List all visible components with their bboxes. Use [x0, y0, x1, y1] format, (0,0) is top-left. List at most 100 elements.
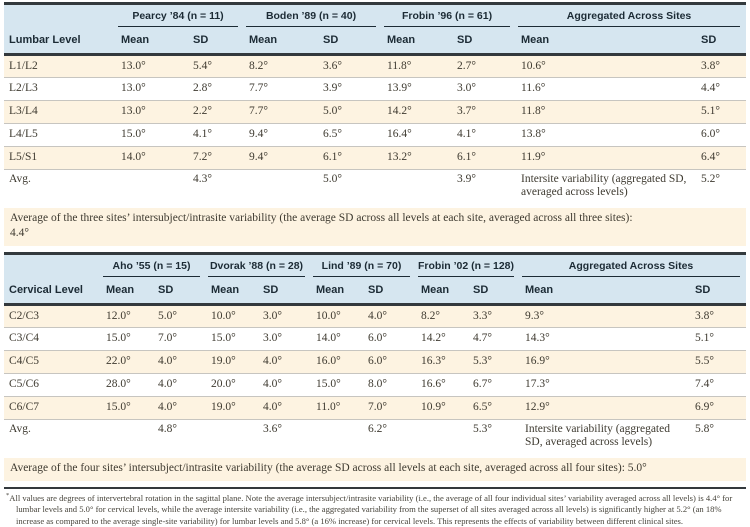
study-group-label: Aggregated Across Sites — [518, 10, 741, 27]
value-cell: 2.8° — [193, 82, 212, 95]
mean-column-header: Mean — [516, 26, 697, 56]
value-cell: 6.0° — [368, 355, 387, 368]
study-group-header: Aho ’55 (n = 15) — [101, 254, 206, 277]
value-cell: 4.0° — [158, 355, 177, 368]
lumbar-table-header: Pearcy ’84 (n = 11) Boden ’89 (n = 40) Fro… — [4, 3, 747, 56]
value-cell: 14.0° — [316, 332, 341, 345]
value-cell: 5.0° — [158, 309, 177, 322]
value-cell: 14.3° — [525, 332, 550, 345]
cervical-variability-note: Average of the four sites’ intersubject/… — [4, 458, 746, 482]
value-cell: 5.0° — [323, 105, 342, 118]
footnote-marker: * — [6, 492, 10, 500]
value-cell: 6.9° — [695, 400, 714, 413]
table-row: L4/L5 15.0° 4.1° 9.4° 6.5° 16.4° 4.1° 13.8° 6.0° — [4, 123, 747, 146]
level-cell: L1/L2 — [9, 59, 38, 72]
value-cell: 3.9° — [323, 82, 342, 95]
value-cell — [311, 419, 363, 454]
lumbar-variability-note: Average of the three sites’ intersubject… — [4, 208, 746, 246]
value-cell: 6.0° — [368, 332, 387, 345]
cervical-table-section: Aho ’55 (n = 15) Dvorak ’88 (n = 28) Lind … — [4, 252, 747, 482]
value-cell: 15.0° — [316, 377, 341, 390]
variability-note-text: Average of the three sites’ intersubject… — [10, 212, 633, 240]
value-cell: 5.1° — [701, 105, 720, 118]
mean-column-header: Mean — [101, 276, 153, 306]
value-cell: 11.6° — [521, 82, 546, 95]
value-cell: 4.8° — [158, 422, 177, 435]
mean-column-header: Mean — [520, 276, 691, 306]
value-cell: 8.2° — [421, 309, 440, 322]
value-cell: 9.4° — [249, 127, 268, 140]
study-group-header: Dvorak ’88 (n = 28) — [206, 254, 311, 277]
mean-column-header: Mean — [416, 276, 468, 306]
value-cell — [382, 169, 452, 204]
value-cell — [416, 419, 468, 454]
value-cell: 5.3° — [473, 355, 492, 368]
mean-column-header: Mean — [206, 276, 258, 306]
value-cell: 22.0° — [106, 355, 131, 368]
value-cell: 5.4° — [193, 59, 212, 72]
study-group-header: Frobin ’96 (n = 61) — [382, 4, 516, 27]
value-cell: 6.4° — [701, 150, 720, 163]
value-cell: 7.0° — [368, 400, 387, 413]
level-cell: C4/C5 — [9, 355, 40, 368]
value-cell: 5.5° — [695, 355, 714, 368]
value-cell: 8.0° — [368, 377, 387, 390]
value-cell: 13.9° — [387, 82, 412, 95]
value-cell: 6.1° — [457, 150, 476, 163]
value-cell: 12.9° — [525, 400, 550, 413]
mean-column-header: Mean — [116, 26, 188, 56]
value-cell: 3.6° — [323, 59, 342, 72]
level-cell: L4/L5 — [9, 127, 38, 140]
value-cell: 4.0° — [158, 377, 177, 390]
level-cell: L5/S1 — [9, 150, 38, 163]
value-cell: 16.6° — [421, 377, 446, 390]
sd-column-header: SD — [153, 276, 206, 306]
value-cell: 4.1° — [457, 127, 476, 140]
table-row: L1/L2 13.0° 5.4° 8.2° 3.6° 11.8° 2.7° 10.6° 3.8° — [4, 54, 747, 78]
value-cell: 5.3° — [473, 422, 492, 435]
value-cell: 19.0° — [211, 355, 236, 368]
value-cell: 8.2° — [249, 59, 268, 72]
mean-column-header: Mean — [382, 26, 453, 56]
value-cell: 13.2° — [387, 150, 412, 163]
value-cell: 15.0° — [211, 332, 236, 345]
value-cell: 7.7° — [249, 105, 268, 118]
value-cell: 10.6° — [521, 59, 546, 72]
value-cell: 15.0° — [106, 332, 131, 345]
value-cell: 4.0° — [263, 377, 282, 390]
level-header-spacer — [4, 4, 116, 27]
value-cell: 14.0° — [121, 150, 146, 163]
value-cell: 14.2° — [421, 332, 446, 345]
table-row: L5/S1 14.0° 7.2° 9.4° 6.1° 13.2° 6.1° 11.9° 6.4° — [4, 146, 747, 170]
value-cell: 10.0° — [316, 309, 341, 322]
value-cell: 3.6° — [263, 422, 282, 435]
value-cell — [101, 419, 153, 454]
value-cell: 11.8° — [387, 59, 412, 72]
mean-column-header: Mean — [244, 26, 319, 56]
study-group-label: Lind ’89 (n = 70) — [313, 260, 410, 277]
value-cell: 13.0° — [121, 105, 146, 118]
level-cell: C5/C6 — [9, 377, 40, 390]
study-group-header-row: Aho ’55 (n = 15) Dvorak ’88 (n = 28) Lind … — [4, 254, 746, 277]
value-cell: 17.3° — [525, 377, 550, 390]
table-row: Avg. 4.8° 3.6° 6.2° 5.3° Intersite variabilit… — [4, 419, 747, 454]
value-cell: 4.0° — [158, 400, 177, 413]
value-cell: 2.7° — [457, 59, 476, 72]
study-group-header-row: Pearcy ’84 (n = 11) Boden ’89 (n = 40) Fro… — [4, 4, 746, 27]
value-cell: 13.0° — [121, 82, 146, 95]
value-cell: 4.4° — [701, 82, 720, 95]
variability-note-text: Average of the four sites’ intersubject/… — [10, 462, 647, 475]
value-cell: 7.0° — [158, 332, 177, 345]
value-cell: 7.2° — [193, 150, 212, 163]
value-cell: 6.2° — [368, 422, 387, 435]
study-group-label: Frobin ’02 (n = 128) — [418, 260, 515, 277]
cervical-data-table: Aho ’55 (n = 15) Dvorak ’88 (n = 28) Lind … — [4, 252, 747, 454]
sd-column-header: SD — [363, 276, 416, 306]
sd-column-header: SD — [468, 276, 521, 306]
value-cell: 19.0° — [211, 400, 236, 413]
value-cell: 7.4° — [695, 377, 714, 390]
lumbar-table-body: L1/L2 13.0° 5.4° 8.2° 3.6° 11.8° 2.7° 10.6° 3.8°… — [4, 54, 747, 204]
value-cell: 3.0° — [263, 309, 282, 322]
sd-column-header: SD — [318, 26, 383, 56]
